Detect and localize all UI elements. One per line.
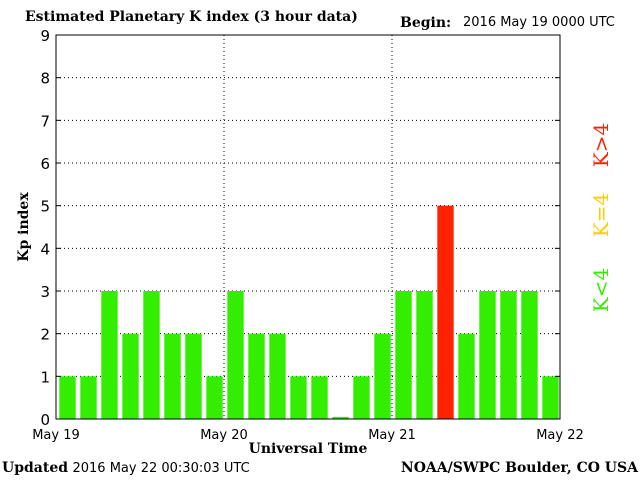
kp-bar: [374, 333, 391, 419]
legend-entry: K>4: [589, 123, 613, 167]
updated-footer: Updated 2016 May 22 00:30:03 UTC: [2, 460, 250, 476]
kp-bar: [542, 376, 559, 419]
kp-bar: [59, 376, 76, 419]
y-tick-label: 6: [40, 155, 50, 173]
kp-bar: [500, 291, 517, 419]
y-tick-label: 8: [40, 70, 50, 88]
kp-bar: [416, 291, 433, 419]
kp-bar: [290, 376, 307, 419]
begin-label: Begin:: [400, 15, 452, 31]
kp-bar: [143, 291, 160, 419]
x-axis-label: Universal Time: [249, 441, 368, 457]
x-tick-label: May 22: [536, 428, 584, 443]
y-tick-label: 9: [40, 27, 50, 45]
x-tick-label: May 21: [368, 428, 416, 443]
grid-lines: [56, 35, 560, 419]
kp-chart: 0 1 2 3 4 5 6 7 8 9 May 19 May 20 May 21 May 22 Kp i…: [16, 27, 613, 457]
kp-bar: [227, 291, 244, 419]
chart-title: Estimated Planetary K index (3 hour data…: [25, 9, 358, 25]
legend-entry: K=4: [589, 193, 613, 237]
kp-bar: [437, 205, 454, 419]
plot-frame: [55, 34, 561, 420]
kp-bar: [101, 291, 118, 419]
updated-label: Updated: [2, 460, 69, 476]
y-tick-label: 7: [40, 112, 50, 130]
begin-value: 2016 May 19 0000 UTC: [463, 15, 615, 30]
kp-bar: [164, 333, 181, 419]
kp-bar: [353, 376, 370, 419]
y-tick-label: 2: [40, 326, 50, 344]
kp-bar: [479, 291, 496, 419]
credit-footer: NOAA/SWPC Boulder, CO USA: [400, 460, 638, 476]
kp-bar: [248, 333, 265, 419]
kp-bar: [206, 376, 223, 419]
kp-bar: [80, 376, 97, 419]
kp-bar: [521, 291, 538, 419]
y-tick-label: 1: [40, 368, 50, 386]
x-tick-label: May 19: [32, 428, 80, 443]
y-tick-label: 3: [40, 283, 50, 301]
y-axis-ticks: 0 1 2 3 4 5 6 7 8 9: [40, 27, 560, 429]
legend: K>4 K=4 K<4: [589, 123, 613, 312]
kp-bar: [395, 291, 412, 419]
kp-bar: [332, 416, 349, 419]
y-tick-label: 5: [40, 198, 50, 216]
y-tick-label: 0: [40, 411, 50, 429]
kp-bar: [311, 376, 328, 419]
kp-bar: [269, 333, 286, 419]
bar-series: [59, 205, 559, 419]
x-axis-ticks: May 19 May 20 May 21 May 22: [32, 428, 584, 443]
updated-value: 2016 May 22 00:30:03 UTC: [72, 461, 250, 476]
y-tick-label: 4: [40, 240, 50, 258]
kp-bar: [458, 333, 475, 419]
x-tick-label: May 20: [200, 428, 248, 443]
kp-bar: [185, 333, 202, 419]
y-axis-label: Kp index: [16, 192, 32, 262]
legend-entry: K<4: [589, 268, 613, 312]
kp-bar: [122, 333, 139, 419]
